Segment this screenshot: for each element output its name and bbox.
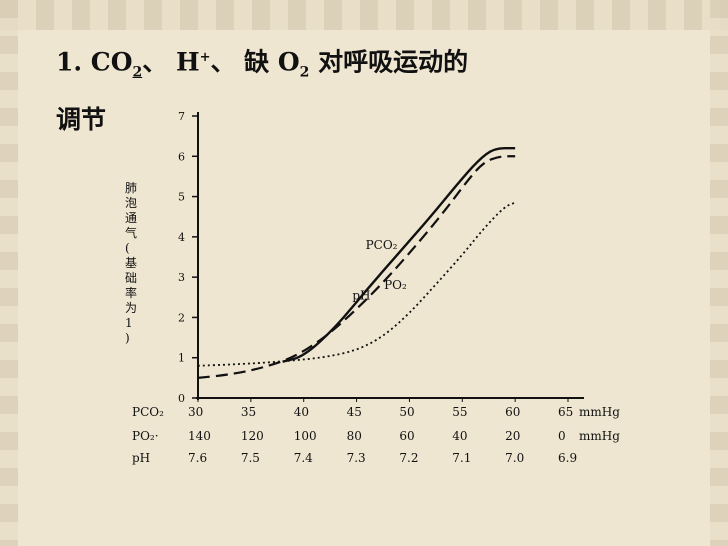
x-axis-unit: mmHg — [579, 405, 620, 419]
x-tick-label: 60 — [399, 429, 414, 443]
decorative-border — [0, 0, 728, 30]
x-tick-label: 60 — [505, 405, 520, 419]
x-tick-label: 65 — [558, 405, 573, 419]
x-tick-label: 7.4 — [294, 451, 313, 465]
x-tick-label: 7.1 — [452, 451, 471, 465]
x-tick-label: 30 — [188, 405, 203, 419]
x-tick-label: 100 — [294, 429, 317, 443]
x-tick-label: 80 — [347, 429, 362, 443]
x-tick-label: 40 — [294, 405, 309, 419]
x-axis-name: PCO₂ — [132, 405, 164, 419]
y-axis-label-char: 气 — [125, 225, 137, 240]
y-axis-label-char: 肺 — [125, 181, 137, 195]
decorative-border-left — [0, 0, 18, 546]
y-tick-label: 1 — [178, 352, 185, 365]
y-tick-label: 5 — [178, 191, 185, 204]
x-tick-label: 40 — [452, 429, 467, 443]
x-tick-label: 35 — [241, 405, 256, 419]
x-axis-name: PO₂· — [132, 429, 159, 443]
x-tick-label: 7.6 — [188, 451, 207, 465]
series-annotation: PO₂ — [384, 278, 407, 292]
x-tick-label: 55 — [452, 405, 467, 419]
x-tick-label: 20 — [505, 429, 520, 443]
series-annotation: pH — [352, 288, 370, 302]
decorative-border-right — [710, 0, 728, 546]
y-axis-label-char: 1 — [125, 316, 133, 330]
x-tick-label: 45 — [347, 405, 362, 419]
series-line-dotted — [197, 201, 516, 367]
x-tick-label: 120 — [241, 429, 264, 443]
y-tick-label: 3 — [178, 271, 185, 284]
x-tick-label: 0 — [558, 429, 566, 443]
x-tick-label: 140 — [188, 429, 211, 443]
y-axis-label-char: ( — [125, 241, 130, 255]
x-tick-label: 6.9 — [558, 451, 577, 465]
slide-title: 1. CO2、 H+、 缺 O2 对呼吸运动的 调节 — [56, 47, 469, 135]
x-tick-label: 50 — [399, 405, 414, 419]
series-line-solid — [282, 147, 516, 363]
series-annotation: PCO₂ — [366, 238, 398, 252]
y-axis-label-char: ) — [125, 331, 130, 345]
y-axis-label-char: 通 — [125, 211, 137, 225]
x-tick-label: 7.2 — [399, 451, 418, 465]
y-tick-label: 6 — [178, 150, 185, 163]
y-tick-label: 7 — [178, 110, 185, 123]
series-line-dashed — [197, 155, 516, 379]
y-axis-label-char: 为 — [125, 301, 137, 315]
x-tick-label: 7.3 — [347, 451, 366, 465]
y-tick-label: 0 — [178, 392, 185, 405]
y-axis-label-char: 泡 — [125, 196, 137, 210]
y-tick-label: 4 — [178, 231, 185, 244]
x-tick-label: 7.5 — [241, 451, 260, 465]
y-axis-label-char: 础 — [125, 271, 137, 285]
x-axis-name: pH — [132, 451, 150, 465]
x-axis-unit: mmHg — [579, 429, 620, 443]
y-axis-label-char: 基 — [125, 256, 137, 270]
y-tick-label: 2 — [178, 311, 185, 324]
y-axis-label-char: 率 — [125, 285, 137, 300]
x-tick-label: 7.0 — [505, 451, 524, 465]
